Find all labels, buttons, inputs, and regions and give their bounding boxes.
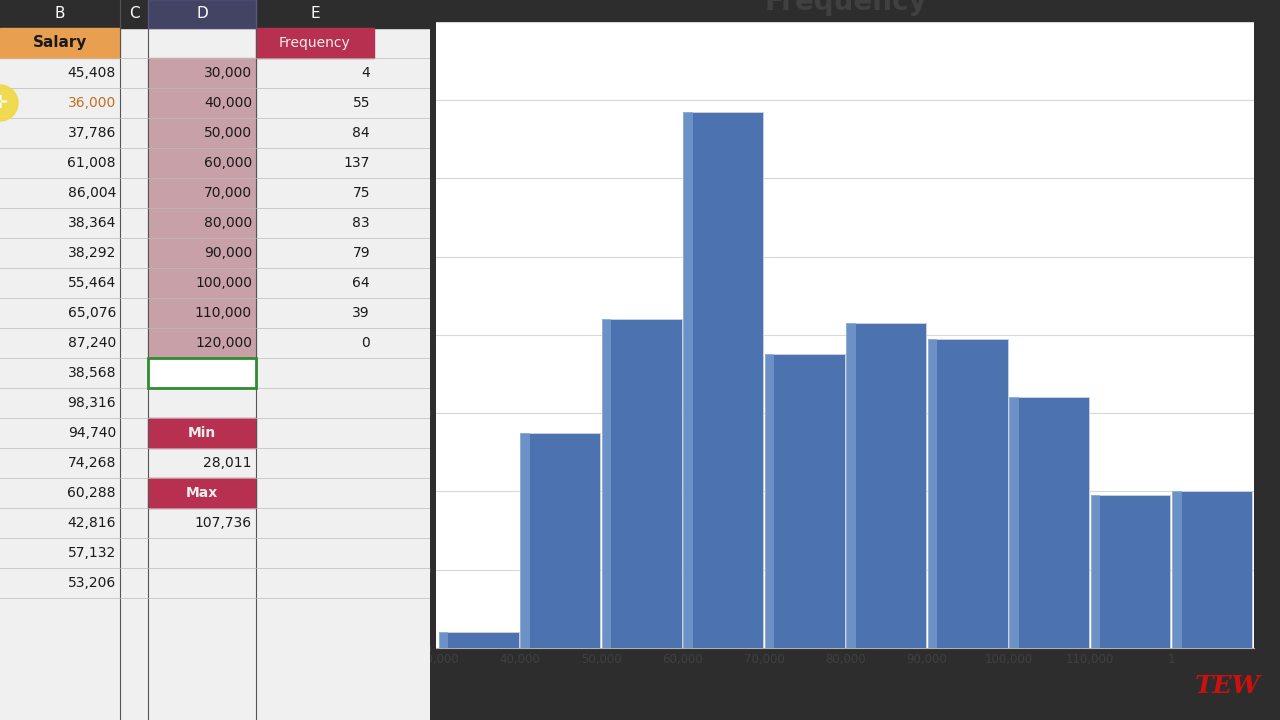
Bar xyxy=(928,338,937,648)
Text: 38,364: 38,364 xyxy=(68,216,116,230)
Text: 53,206: 53,206 xyxy=(68,576,116,590)
Bar xyxy=(148,418,256,448)
Bar xyxy=(602,319,682,648)
Bar xyxy=(764,354,845,648)
Text: 57,132: 57,132 xyxy=(68,546,116,560)
Bar xyxy=(148,178,256,208)
Bar xyxy=(0,28,120,58)
Bar xyxy=(602,319,612,648)
Text: 94,740: 94,740 xyxy=(68,426,116,440)
Bar xyxy=(520,433,600,648)
Bar xyxy=(148,238,256,268)
Text: TEW: TEW xyxy=(1196,675,1261,698)
Bar xyxy=(148,478,256,508)
Text: Max: Max xyxy=(186,486,218,500)
Text: 74,268: 74,268 xyxy=(68,456,116,470)
Bar xyxy=(439,632,518,648)
Text: D: D xyxy=(196,6,207,22)
Bar xyxy=(148,358,256,388)
Bar xyxy=(928,338,1007,648)
Text: 36,000: 36,000 xyxy=(68,96,116,110)
Bar xyxy=(1009,397,1019,648)
Text: 70,000: 70,000 xyxy=(204,186,252,200)
Bar xyxy=(148,118,256,148)
Bar xyxy=(148,298,256,328)
Text: 87,240: 87,240 xyxy=(68,336,116,350)
Text: C: C xyxy=(129,6,140,22)
Text: 100,000: 100,000 xyxy=(195,276,252,290)
Text: 107,736: 107,736 xyxy=(195,516,252,530)
Bar xyxy=(0,0,430,28)
Text: 137: 137 xyxy=(343,156,370,170)
Bar xyxy=(439,632,448,648)
Text: Min: Min xyxy=(188,426,216,440)
Text: 50,000: 50,000 xyxy=(204,126,252,140)
Bar xyxy=(846,323,925,648)
Text: 79: 79 xyxy=(352,246,370,260)
Bar xyxy=(1172,491,1181,648)
Text: 65,076: 65,076 xyxy=(68,306,116,320)
Text: 30,000: 30,000 xyxy=(204,66,252,80)
Bar xyxy=(1172,491,1252,648)
Text: 38,568: 38,568 xyxy=(68,366,116,380)
Title: Frequency: Frequency xyxy=(764,0,927,17)
Text: 55: 55 xyxy=(352,96,370,110)
Bar xyxy=(148,358,256,388)
Bar xyxy=(148,268,256,298)
Text: 75: 75 xyxy=(352,186,370,200)
Text: E: E xyxy=(310,6,320,22)
Text: 39: 39 xyxy=(352,306,370,320)
Bar xyxy=(148,328,256,358)
Text: 83: 83 xyxy=(352,216,370,230)
Text: 0: 0 xyxy=(361,336,370,350)
Text: 84: 84 xyxy=(352,126,370,140)
Text: 55,464: 55,464 xyxy=(68,276,116,290)
Text: Salary: Salary xyxy=(33,35,87,50)
Bar xyxy=(846,323,856,648)
Circle shape xyxy=(0,85,18,121)
Text: 37,786: 37,786 xyxy=(68,126,116,140)
Text: 80,000: 80,000 xyxy=(204,216,252,230)
Text: 60,288: 60,288 xyxy=(68,486,116,500)
Text: 45,408: 45,408 xyxy=(68,66,116,80)
Text: 120,000: 120,000 xyxy=(195,336,252,350)
Bar xyxy=(148,58,256,88)
Text: B: B xyxy=(55,6,65,22)
Text: 64: 64 xyxy=(352,276,370,290)
Text: 60,000: 60,000 xyxy=(204,156,252,170)
Text: 42,816: 42,816 xyxy=(68,516,116,530)
Bar xyxy=(1091,495,1170,648)
Text: 38,292: 38,292 xyxy=(68,246,116,260)
Text: ✛: ✛ xyxy=(0,94,8,112)
Bar xyxy=(764,354,774,648)
Text: 28,011: 28,011 xyxy=(204,456,252,470)
Text: 40,000: 40,000 xyxy=(204,96,252,110)
Bar xyxy=(684,112,763,648)
Bar xyxy=(148,148,256,178)
Bar xyxy=(1009,397,1089,648)
Bar xyxy=(256,28,374,58)
Bar xyxy=(1091,495,1101,648)
Text: 110,000: 110,000 xyxy=(195,306,252,320)
Bar xyxy=(148,208,256,238)
Bar xyxy=(520,433,530,648)
Text: 90,000: 90,000 xyxy=(204,246,252,260)
Bar xyxy=(684,112,692,648)
Text: 86,004: 86,004 xyxy=(68,186,116,200)
Bar xyxy=(148,88,256,118)
Text: 98,316: 98,316 xyxy=(68,396,116,410)
Text: 4: 4 xyxy=(361,66,370,80)
Bar xyxy=(148,0,256,28)
Text: 61,008: 61,008 xyxy=(68,156,116,170)
Text: Frequency: Frequency xyxy=(279,36,351,50)
